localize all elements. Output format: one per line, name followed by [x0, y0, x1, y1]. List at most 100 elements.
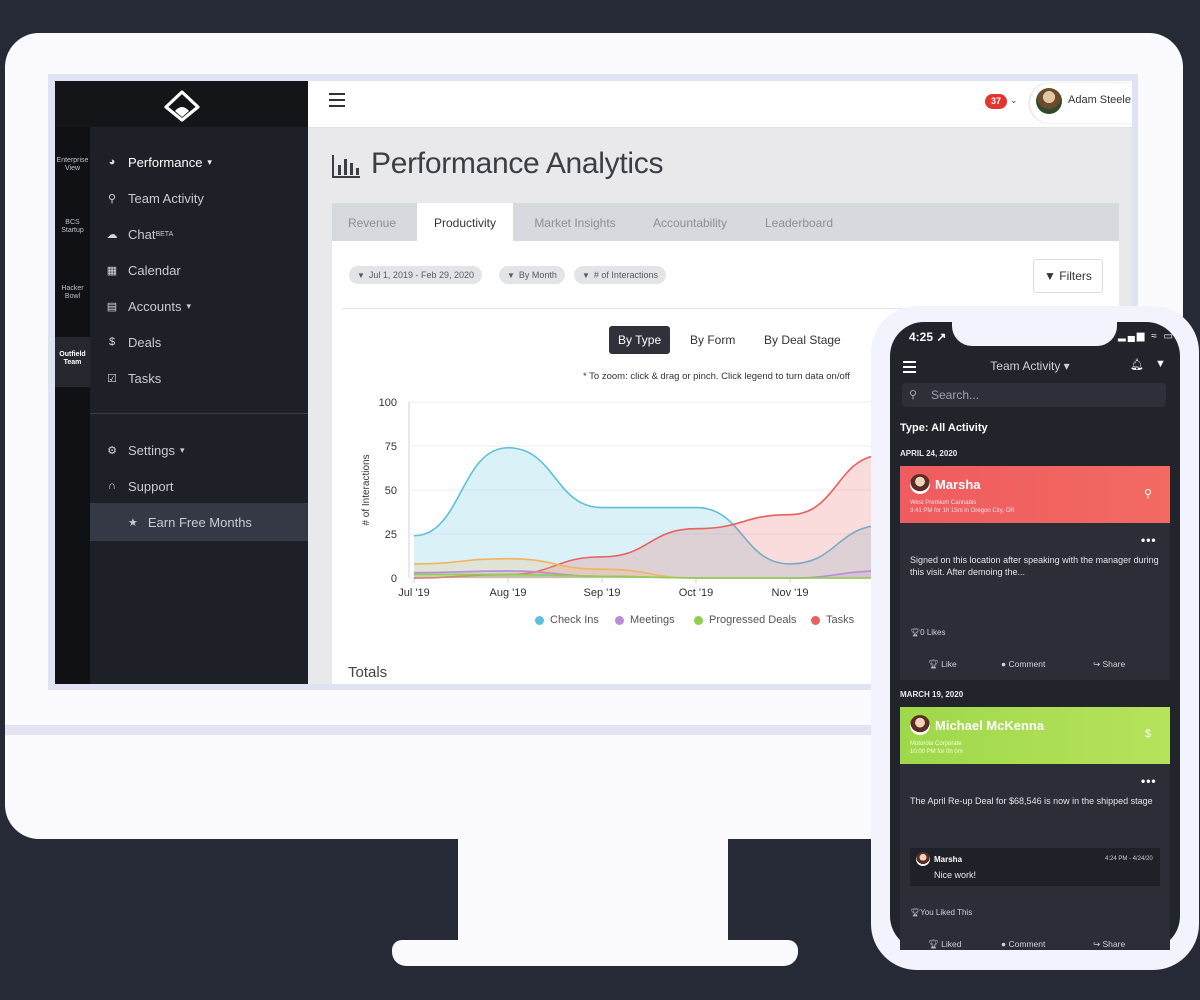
rail-item-outfield[interactable]: Outfield Team — [55, 337, 90, 387]
filters-button[interactable]: ▼ Filters — [1033, 259, 1103, 293]
x-tick-label: Nov '19 — [772, 587, 809, 599]
map-pin-icon[interactable]: ⚲ — [1144, 488, 1153, 500]
totals-heading: Totals — [348, 664, 388, 681]
tab-revenue[interactable]: Revenue — [347, 216, 397, 230]
avatar — [916, 852, 930, 866]
legend-check-ins[interactable]: Check Ins — [535, 614, 599, 626]
sidebar-item-chat[interactable]: ☁ Chat BETA — [106, 226, 174, 242]
phone-menu-icon[interactable] — [903, 361, 916, 373]
trophy-icon: 🏆︎ — [928, 939, 942, 949]
comment-button[interactable]: ● Comment — [1001, 939, 1046, 949]
feed-liked: 🏆︎You Liked This — [910, 908, 973, 917]
interactions-chart[interactable]: 0 25 50 75 100 # of Interactions Jul '19 Aug '1… — [345, 386, 885, 606]
monitor-neck — [458, 838, 728, 946]
sidebar-item-deals[interactable]: $ Deals — [105, 331, 161, 353]
feed-company: Motorola Corporate — [910, 741, 962, 747]
rail-item-hacker[interactable]: Hacker Bowl — [61, 285, 84, 300]
dollar-icon[interactable]: $ — [1145, 728, 1152, 740]
feed-banner-green[interactable] — [900, 707, 1170, 764]
filter-chip-metric[interactable]: ▼ # of Interactions — [574, 266, 666, 284]
trophy-icon: 🏆︎ — [910, 628, 921, 637]
more-icon[interactable]: ••• — [1141, 774, 1157, 788]
avatar[interactable] — [1036, 88, 1062, 114]
comment-time: 4:24 PM - 4/24/20 — [1105, 856, 1153, 862]
comment-button[interactable]: ● Comment — [1001, 659, 1046, 669]
monitor-bezel-line — [5, 725, 1183, 735]
filter-chip-period[interactable]: ▼ By Month — [499, 266, 565, 284]
segment-by-deal-stage[interactable]: By Deal Stage — [764, 333, 841, 347]
share-button[interactable]: ↪ Share — [1093, 939, 1126, 949]
phone-title[interactable]: Team Activity ▾ — [990, 359, 1070, 373]
feed-user-name[interactable]: Marsha — [935, 477, 981, 492]
series-area-meetings — [414, 570, 884, 578]
dollar-icon: $ — [108, 336, 116, 348]
phone-search-placeholder[interactable]: Search... — [931, 388, 980, 402]
tab-productivity[interactable]: Productivity — [417, 203, 513, 241]
x-tick-label: Jul '19 — [398, 587, 429, 599]
phone-filter-icon[interactable]: ▼ — [1155, 358, 1166, 370]
phone-status-icons: ▂▄▆ ≈ ▭ — [1118, 331, 1175, 342]
chevron-down-icon[interactable]: ⌄ — [1010, 95, 1018, 105]
trophy-icon: 🏆︎ — [928, 659, 942, 669]
topbar — [308, 81, 1132, 128]
rail-item-bcs[interactable]: BCS Startup — [61, 219, 84, 234]
legend-meetings[interactable]: Meetings — [615, 614, 675, 626]
activity-type-filter[interactable]: Type: All Activity — [900, 422, 988, 434]
sidebar-item-settings[interactable]: ⚙ Settings ▾ — [105, 439, 184, 461]
phone-search-input[interactable] — [902, 383, 1166, 407]
segment-by-form[interactable]: By Form — [690, 333, 736, 347]
rail-item-enterprise[interactable]: Enterprise View — [56, 157, 89, 172]
feed-visit-time: 10:00 PM for 0h 0m — [910, 749, 963, 755]
y-axis-label: # of Interactions — [361, 454, 372, 525]
series-area-check-ins — [414, 447, 884, 578]
hamburger-menu-icon[interactable] — [329, 93, 345, 107]
comment — [910, 848, 1160, 886]
liked-button[interactable]: 🏆︎ Liked — [928, 939, 962, 949]
x-tick-label: Aug '19 — [490, 587, 527, 599]
calendar-icon: ▦ — [106, 264, 118, 277]
segment-by-type[interactable]: By Type — [609, 326, 671, 354]
comment-icon: ● — [1001, 939, 1009, 949]
sidebar-item-team-activity[interactable]: ⚲ Team Activity — [105, 187, 204, 209]
more-icon[interactable]: ••• — [1141, 533, 1157, 547]
search-icon: ⚲ — [909, 389, 918, 401]
y-tick-label: 50 — [385, 485, 397, 497]
sidebar-item-performance[interactable]: ◕ Performance ▾ — [105, 151, 212, 173]
filter-chip-date[interactable]: ▼ Jul 1, 2019 - Feb 29, 2020 — [349, 266, 482, 284]
y-tick-label: 75 — [385, 441, 397, 453]
series-line-check-ins — [413, 446, 885, 565]
feed-user-name[interactable]: Michael McKenna — [935, 718, 1045, 733]
sidebar-item-accounts[interactable]: ▤ Accounts ▾ — [106, 298, 192, 314]
feed-visit-time: 3:41 PM for 1h 15m in Oregon City, OR — [910, 508, 1015, 514]
tab-market-insights[interactable]: Market Insights — [534, 216, 616, 230]
notification-badge[interactable]: 37 — [985, 94, 1007, 109]
bell-icon[interactable]: 🔔︎ — [1130, 359, 1144, 371]
feed-text: The April Re-up Deal for $68,546 is now … — [910, 796, 1153, 806]
sidebar-item-tasks[interactable]: ☑ Tasks — [105, 367, 161, 389]
tab-accountability[interactable]: Accountability — [652, 216, 728, 230]
logo-icon — [164, 90, 200, 122]
earn-free-months[interactable]: ★ Earn Free Months — [128, 514, 252, 530]
comment-icon: ● — [1001, 659, 1009, 669]
y-tick-label: 0 — [391, 573, 397, 585]
zoom-note: * To zoom: click & drag or pinch. Click … — [583, 371, 850, 382]
share-icon: ↪ — [1093, 659, 1103, 669]
feed-likes: 🏆︎0 Likes — [910, 628, 946, 637]
share-icon: ↪ — [1093, 939, 1103, 949]
sidebar-item-calendar[interactable]: ▦ Calendar — [106, 262, 181, 278]
sidebar-item-support[interactable]: ∩ Support — [105, 475, 174, 497]
user-name[interactable]: Adam Steele — [1068, 94, 1131, 106]
legend-progressed-deals[interactable]: Progressed Deals — [694, 614, 796, 626]
share-button[interactable]: ↪ Share — [1093, 659, 1126, 669]
earn-free-months-row[interactable] — [90, 503, 308, 541]
feed-card — [900, 523, 1170, 680]
feed-banner-red[interactable] — [900, 466, 1170, 523]
legend-tasks[interactable]: Tasks — [811, 614, 854, 626]
phone-notch — [952, 318, 1117, 346]
filter-icon: ▼ — [1044, 269, 1060, 283]
filter-icon: ▼ — [507, 271, 515, 280]
like-button[interactable]: 🏆︎ Like — [928, 659, 957, 669]
tab-leaderboard[interactable]: Leaderboard — [764, 216, 834, 230]
sidebar — [90, 81, 308, 684]
feed-location: West Premium Cannabis — [910, 500, 977, 506]
